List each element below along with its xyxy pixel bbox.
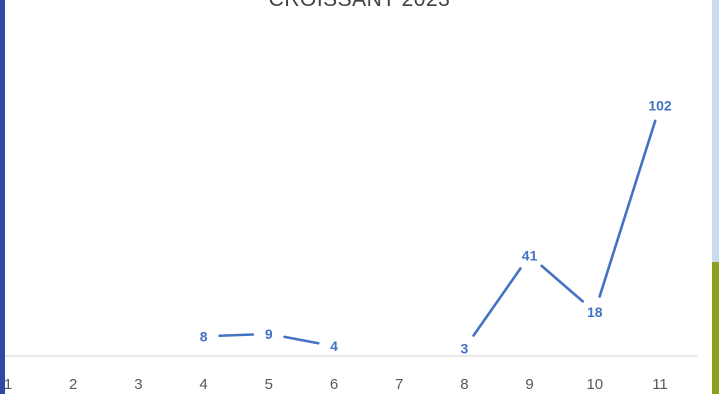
x-tick-label: 10 (586, 376, 603, 393)
x-tick-label: 1 (4, 376, 12, 393)
x-tick-label: 7 (395, 376, 403, 393)
x-tick-label: 5 (265, 376, 273, 393)
data-label: 102 (648, 98, 672, 114)
data-labels: 8 9 4 3 41 18 102 (200, 98, 672, 357)
data-label: 18 (587, 304, 603, 320)
x-tick-label: 4 (199, 376, 207, 393)
series-line (218, 119, 657, 345)
x-tick-label: 11 (652, 376, 668, 393)
series-segment (472, 267, 522, 337)
data-label: 8 (200, 328, 208, 344)
x-axis-tick-labels: 1 2 3 4 5 6 7 8 9 10 11 (4, 376, 668, 393)
x-tick-label: 3 (134, 376, 142, 393)
data-label: 4 (330, 338, 338, 354)
x-tick-label: 6 (330, 376, 338, 393)
series-segment (283, 335, 320, 345)
x-tick-label: 8 (460, 376, 468, 393)
right-edge-strip-top (712, 0, 719, 262)
series-segment (598, 119, 657, 298)
data-label: 9 (265, 326, 273, 342)
series-segment (218, 333, 255, 338)
data-label: 3 (461, 341, 469, 357)
data-label: 41 (522, 247, 538, 263)
x-tick-label: 2 (69, 376, 77, 393)
left-edge-strip (0, 0, 5, 394)
series-segment (540, 264, 585, 303)
right-edge-strip-bottom (712, 262, 719, 394)
chart-title: CROISSANT 2023 (0, 0, 719, 12)
x-tick-label: 9 (525, 376, 533, 393)
